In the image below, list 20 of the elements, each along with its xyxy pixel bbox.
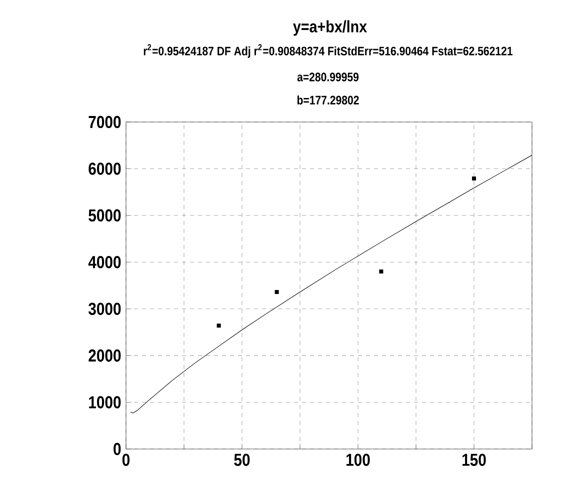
- x-tick-label: 0: [122, 454, 130, 466]
- point: [379, 269, 384, 274]
- y-tick-label: 1000: [89, 396, 121, 408]
- point: [472, 176, 476, 181]
- y-tick-label: 4000: [88, 256, 121, 268]
- x-tick-label: 100: [346, 454, 370, 466]
- y-tick-label: 0: [114, 442, 121, 456]
- point: [274, 290, 279, 294]
- y-tick-label: 7000: [88, 116, 121, 128]
- x-tick-label: 150: [462, 454, 486, 466]
- text: b=177.29802: [297, 95, 359, 105]
- point: [216, 324, 221, 328]
- y-tick-label: 6000: [88, 162, 121, 175]
- x-tick-label: 50: [234, 454, 250, 466]
- chart-title: y=a+bx/lnx: [293, 20, 367, 36]
- y-tick-label: 5000: [88, 209, 121, 222]
- text: a=280.99959: [297, 72, 359, 82]
- y-tick-label: 3000: [88, 302, 121, 315]
- chart-subtitle: r$^{2}$=0.95424187 DF Adj r$^{2}$=0.90848374 FitStdErr=516.90464 Fstat=62.562121: [144, 44, 512, 58]
- y-tick-label: 2000: [88, 349, 121, 362]
